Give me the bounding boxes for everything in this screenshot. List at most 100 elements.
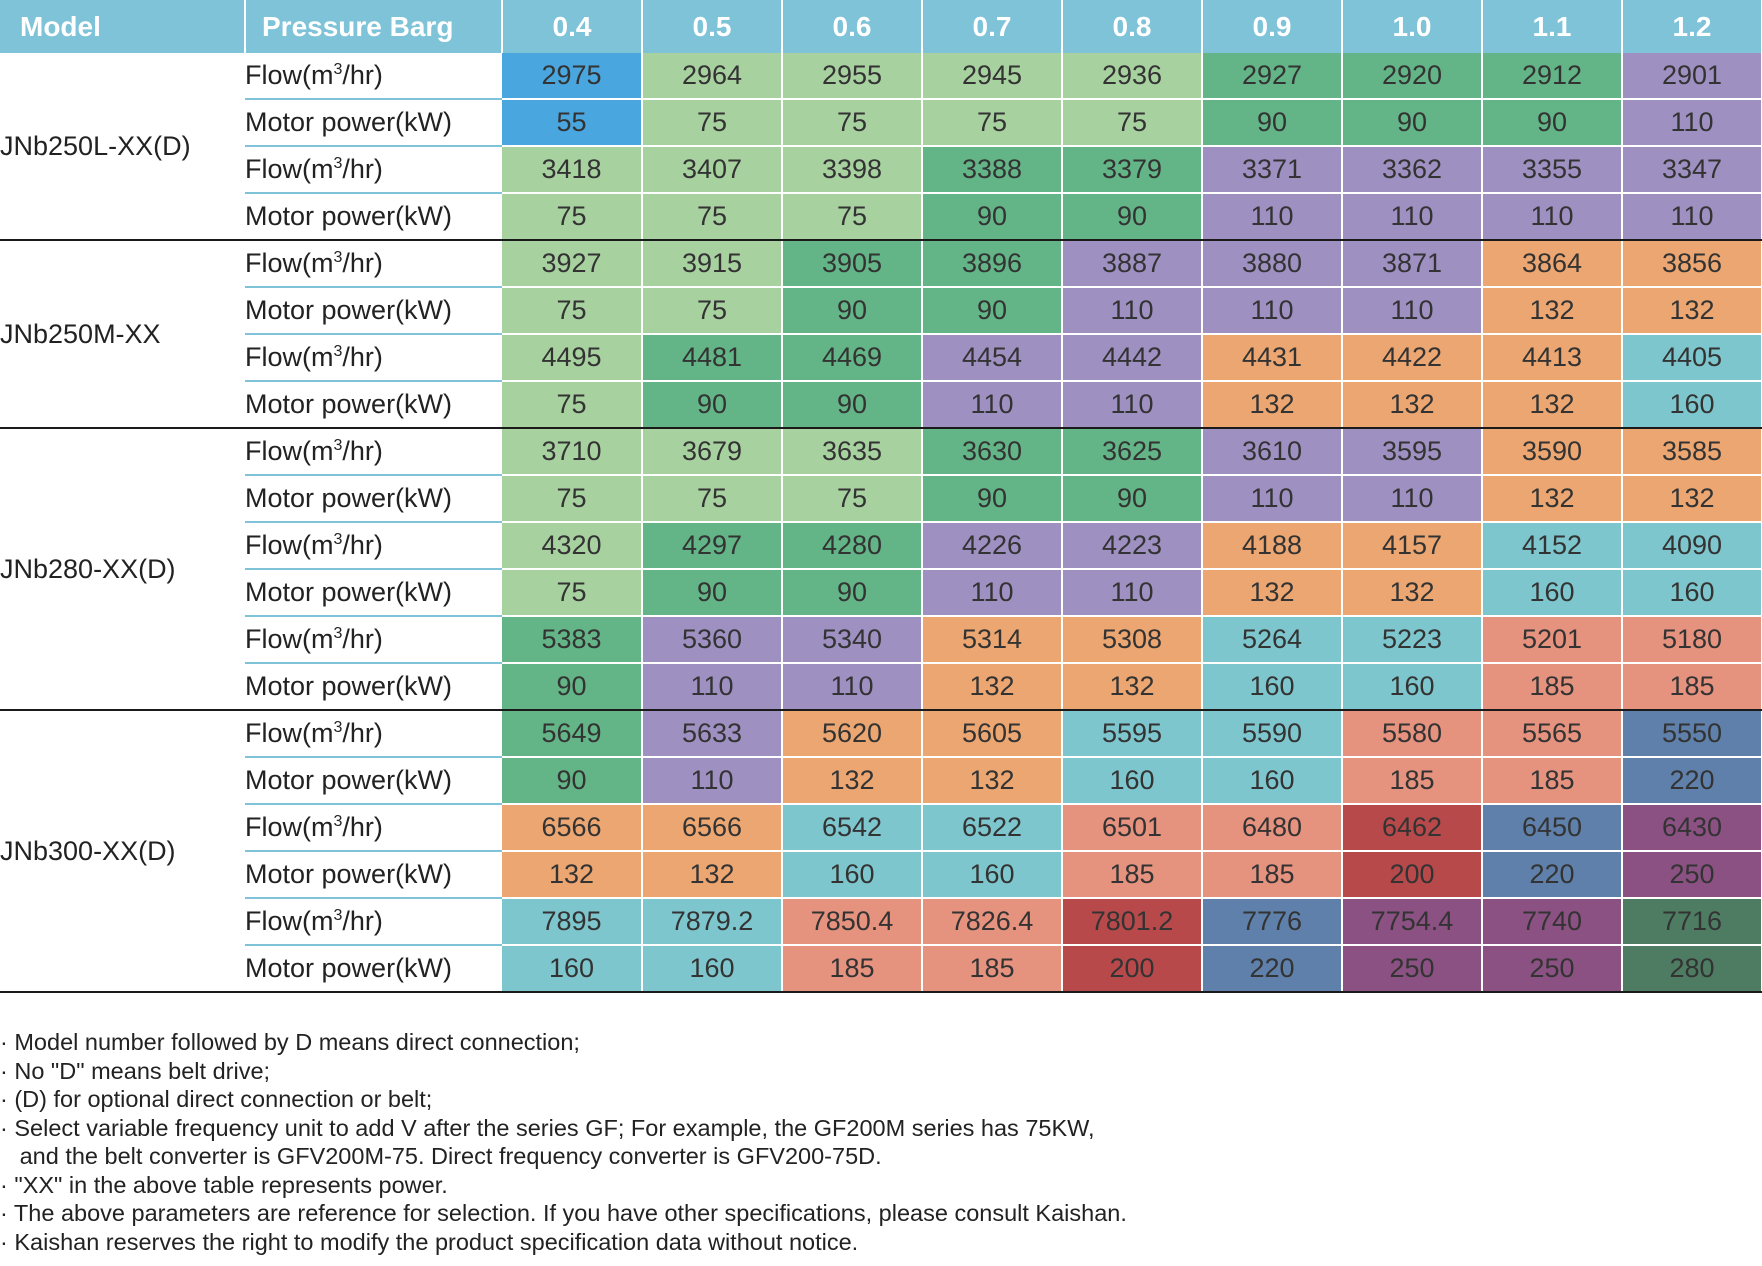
flow-label: Flow(m3/hr) — [245, 334, 502, 382]
motor-power-value: 185 — [1622, 663, 1762, 711]
flow-value: 6450 — [1482, 804, 1623, 852]
footnote: · (D) for optional direct connection or … — [0, 1086, 433, 1112]
motor-power-value: 110 — [782, 663, 923, 711]
motor-power-label: Motor power(kW) — [245, 663, 502, 711]
flow-value: 3398 — [782, 146, 923, 194]
flow-label: Flow(m3/hr) — [245, 240, 502, 288]
flow-value: 7879.2 — [642, 898, 783, 946]
flow-label-suffix: /hr) — [342, 530, 383, 560]
motor-power-label: Motor power(kW) — [245, 193, 502, 241]
motor-power-value: 55 — [502, 99, 643, 147]
footnote: · Select variable frequency unit to add … — [0, 1114, 1095, 1141]
table-body: JNb250L-XX(D) Flow(m3/hr) 2975 2964 2955 2945… — [0, 53, 1762, 993]
flow-row: JNb280-XX(D) Flow(m3/hr) 3710 3679 3635 3630 3… — [0, 428, 1762, 711]
flow-value: 5264 — [1202, 616, 1343, 664]
flow-value: 3896 — [922, 240, 1063, 288]
motor-power-value: 90 — [642, 569, 783, 617]
flow-value: 4431 — [1202, 334, 1343, 382]
motor-power-value: 132 — [1622, 287, 1762, 335]
flow-label-exponent: 3 — [333, 719, 343, 736]
flow-label-exponent: 3 — [333, 437, 343, 454]
flow-value: 7895 — [502, 898, 643, 946]
motor-power-label: Motor power(kW) — [245, 569, 502, 617]
flow-value: 3915 — [642, 240, 783, 288]
flow-value: 4157 — [1342, 522, 1483, 570]
model-name: JNb250L-XX(D) — [0, 53, 245, 241]
motor-power-value: 110 — [1062, 381, 1203, 429]
motor-power-value: 132 — [642, 851, 783, 899]
flow-value: 3418 — [502, 146, 643, 194]
motor-power-value: 250 — [1482, 945, 1623, 993]
flow-value: 5590 — [1202, 710, 1343, 758]
flow-row: Flow(m3/hr) 3418 3407 3398 3388 3379 3371 3362 3… — [0, 146, 1762, 194]
motor-power-value: 160 — [1342, 663, 1483, 711]
flow-label-prefix: Flow(m — [245, 812, 334, 842]
flow-value: 3625 — [1062, 428, 1203, 476]
flow-label: Flow(m3/hr) — [245, 804, 502, 852]
motor-power-value: 90 — [782, 287, 923, 335]
flow-value: 4405 — [1622, 334, 1762, 382]
motor-power-value: 160 — [922, 851, 1063, 899]
footnote: and the belt converter is GFV200M-75. Di… — [0, 1143, 882, 1169]
header-row: Model Pressure Barg 0.4 0.5 0.6 0.7 0.8 … — [0, 0, 1762, 53]
flow-value: 3388 — [922, 146, 1063, 194]
motor-power-value: 185 — [1482, 757, 1623, 805]
flow-label-suffix: /hr) — [342, 812, 383, 842]
motor-power-value: 132 — [1062, 663, 1203, 711]
flow-value: 3880 — [1202, 240, 1343, 288]
flow-row: Flow(m3/hr) 5383 5360 5340 5314 5308 5264 5223 5… — [0, 616, 1762, 664]
flow-value: 4320 — [502, 522, 643, 570]
flow-label-prefix: Flow(m — [245, 342, 334, 372]
motor-power-value: 110 — [1622, 193, 1762, 241]
motor-power-value: 110 — [1202, 475, 1343, 523]
flow-row: JNb250L-XX(D) Flow(m3/hr) 2975 2964 2955 2945… — [0, 53, 1762, 241]
flow-label-exponent: 3 — [333, 249, 343, 266]
motor-power-value: 132 — [1482, 381, 1623, 429]
motor-power-value: 280 — [1622, 945, 1762, 993]
motor-power-label: Motor power(kW) — [245, 945, 502, 993]
pressure-value-header: 1.1 — [1482, 0, 1623, 53]
motor-power-value: 132 — [1342, 569, 1483, 617]
motor-power-value: 75 — [502, 193, 643, 241]
motor-power-value: 75 — [642, 475, 783, 523]
motor-power-value: 90 — [502, 757, 643, 805]
motor-power-value: 110 — [1482, 193, 1623, 241]
flow-value: 5550 — [1622, 710, 1762, 758]
pressure-value-header: 0.7 — [922, 0, 1063, 53]
flow-value: 2901 — [1622, 53, 1762, 100]
motor-power-value: 132 — [1482, 475, 1623, 523]
flow-value: 3371 — [1202, 146, 1343, 194]
flow-value: 3379 — [1062, 146, 1203, 194]
flow-label-prefix: Flow(m — [245, 248, 334, 278]
flow-value: 3610 — [1202, 428, 1343, 476]
flow-label-prefix: Flow(m — [245, 718, 334, 748]
flow-value: 6501 — [1062, 804, 1203, 852]
flow-value: 3362 — [1342, 146, 1483, 194]
flow-value: 4090 — [1622, 522, 1762, 570]
motor-power-row: Motor power(kW) 90 110 132 132 160 160 185 185 22… — [0, 757, 1762, 805]
flow-value: 2927 — [1202, 53, 1343, 100]
footnote: · The above parameters are reference for… — [0, 1200, 1127, 1226]
flow-label-exponent: 3 — [333, 813, 343, 830]
motor-power-value: 220 — [1202, 945, 1343, 993]
motor-power-value: 160 — [782, 851, 923, 899]
model-name: JNb280-XX(D) — [0, 428, 245, 711]
flow-value: 4442 — [1062, 334, 1203, 382]
motor-power-value: 90 — [782, 569, 923, 617]
flow-value: 5595 — [1062, 710, 1203, 758]
flow-value: 2964 — [642, 53, 783, 100]
motor-power-value: 90 — [1062, 193, 1203, 241]
motor-power-value: 90 — [1482, 99, 1623, 147]
flow-label: Flow(m3/hr) — [245, 53, 502, 100]
motor-power-value: 160 — [1202, 757, 1343, 805]
motor-power-label: Motor power(kW) — [245, 99, 502, 147]
motor-power-value: 90 — [922, 287, 1063, 335]
motor-power-value: 160 — [502, 945, 643, 993]
pressure-column-header: Pressure Barg — [245, 0, 503, 53]
flow-value: 2936 — [1062, 53, 1203, 100]
flow-label-suffix: /hr) — [342, 60, 383, 90]
motor-power-row: Motor power(kW) 75 75 90 90 110 110 110 132 132 — [0, 287, 1762, 335]
flow-label-exponent: 3 — [333, 625, 343, 642]
flow-label: Flow(m3/hr) — [245, 710, 502, 758]
flow-value: 2920 — [1342, 53, 1483, 100]
